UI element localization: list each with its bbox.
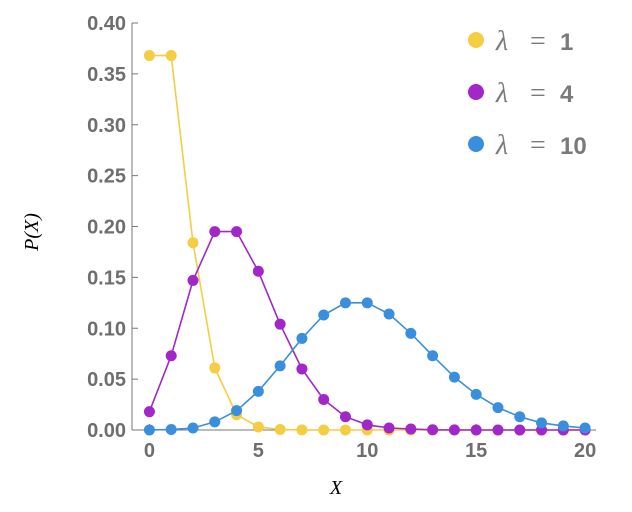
data-point — [361, 297, 373, 309]
y-tick-label: 0.40 — [87, 13, 126, 35]
data-point — [470, 424, 482, 436]
legend-marker — [468, 84, 484, 100]
legend-marker — [468, 32, 484, 48]
data-point — [187, 422, 199, 434]
x-tick-label: 20 — [574, 440, 596, 462]
data-point — [318, 309, 330, 321]
data-point — [448, 371, 460, 383]
legend-symbol: λ — [495, 26, 508, 57]
y-axis-title: P(X) — [21, 213, 43, 252]
y-tick-label: 0.30 — [87, 115, 126, 137]
data-point — [231, 405, 243, 417]
series-line — [149, 54, 586, 431]
series-1 — [143, 50, 591, 436]
data-point — [339, 411, 351, 423]
legend-symbol: λ — [495, 78, 508, 109]
data-point — [231, 226, 243, 238]
data-point — [296, 332, 308, 344]
legend-equals: = — [530, 26, 546, 57]
legend-value: 10 — [560, 133, 587, 160]
data-point — [470, 388, 482, 400]
data-point — [296, 363, 308, 375]
y-tick-label: 0.25 — [87, 166, 126, 188]
data-point — [405, 327, 417, 339]
series-2 — [143, 226, 591, 436]
data-point — [165, 50, 177, 62]
data-point — [274, 318, 286, 330]
x-axis-title: X — [329, 477, 343, 499]
data-point — [318, 424, 330, 436]
y-tick-label: 0.35 — [87, 64, 126, 86]
y-tick-label: 0.15 — [87, 267, 126, 289]
data-point — [427, 424, 439, 436]
x-tick-label: 10 — [356, 440, 378, 462]
data-point — [165, 350, 177, 362]
data-point — [448, 424, 460, 436]
y-tick-label: 0.05 — [87, 369, 126, 391]
y-tick-label: 0.10 — [87, 318, 126, 340]
data-point — [492, 402, 504, 414]
data-point — [383, 422, 395, 434]
legend-equals: = — [530, 78, 546, 109]
data-point — [579, 422, 591, 434]
data-point — [405, 423, 417, 435]
data-point — [383, 308, 395, 320]
data-point — [557, 420, 569, 432]
data-point — [339, 424, 351, 436]
legend-entry-2: λ = 4 — [468, 78, 574, 109]
axes: 0.00 0.05 0.10 0.15 0.20 0.25 0.30 0.35 0.40 0 5 10… — [87, 13, 596, 462]
data-point — [252, 265, 264, 277]
x-tick-label: 5 — [253, 440, 264, 462]
legend-entry-3: λ = 10 — [468, 130, 587, 161]
legend-marker — [468, 136, 484, 152]
data-point — [339, 297, 351, 309]
legend-symbol: λ — [495, 130, 508, 161]
legend: λ = 1 λ = 4 λ = 10 — [468, 26, 587, 161]
data-point — [514, 424, 526, 436]
y-tick-label: 0.00 — [87, 420, 126, 442]
legend-entry-1: λ = 1 — [468, 26, 573, 57]
data-point — [143, 406, 155, 418]
legend-value: 4 — [560, 81, 574, 108]
data-point — [536, 417, 548, 429]
data-point — [187, 274, 199, 286]
data-point — [514, 411, 526, 423]
x-tick-label: 0 — [144, 440, 155, 462]
y-tick-label: 0.20 — [87, 217, 126, 239]
data-point — [318, 393, 330, 405]
data-point — [165, 423, 177, 435]
data-point — [143, 424, 155, 436]
data-point — [143, 50, 155, 62]
data-point — [274, 360, 286, 372]
data-point — [427, 350, 439, 362]
data-point — [274, 423, 286, 435]
data-point — [187, 237, 199, 249]
legend-value: 1 — [560, 29, 573, 56]
series-line — [148, 230, 586, 431]
data-point — [361, 419, 373, 431]
data-point — [209, 226, 221, 238]
series-3 — [143, 297, 591, 436]
data-point — [492, 424, 504, 436]
data-point — [296, 424, 308, 436]
legend-equals: = — [530, 130, 546, 161]
data-point — [209, 416, 221, 428]
data-point — [209, 362, 221, 374]
data-point — [252, 385, 264, 397]
data-point — [252, 421, 264, 433]
series-layer — [143, 50, 591, 436]
x-tick-label: 15 — [465, 440, 487, 462]
